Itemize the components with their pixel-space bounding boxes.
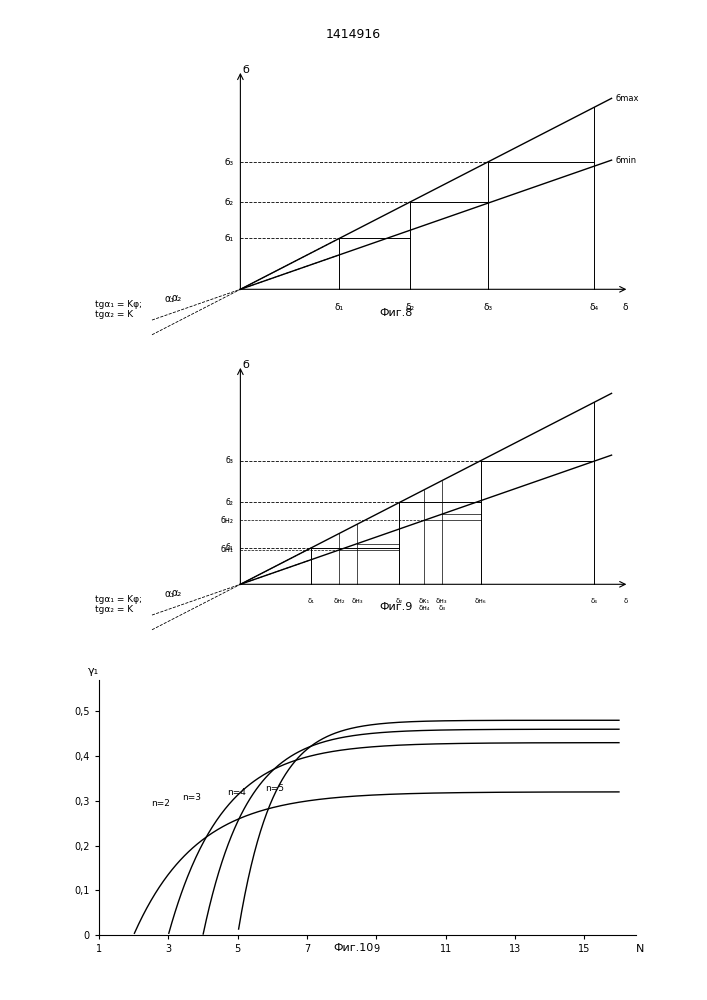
Text: δ₄: δ₄ xyxy=(590,303,598,312)
Text: α₁: α₁ xyxy=(165,589,175,599)
Text: γ₁: γ₁ xyxy=(88,666,99,676)
Text: б₁: б₁ xyxy=(226,543,233,552)
Text: бmin: бmin xyxy=(615,156,636,165)
Text: δн₃: δн₃ xyxy=(351,598,363,604)
Text: n=2: n=2 xyxy=(151,798,170,808)
Text: Фиг.8: Фиг.8 xyxy=(379,308,413,318)
Text: б: б xyxy=(243,360,249,370)
Text: α₂: α₂ xyxy=(172,588,182,598)
Text: δк₁
δн₄: δк₁ δн₄ xyxy=(419,598,430,611)
Text: бн₂: бн₂ xyxy=(221,516,233,525)
Text: α₂: α₂ xyxy=(172,293,182,303)
Text: δ₁: δ₁ xyxy=(335,303,344,312)
Text: б: б xyxy=(243,65,249,75)
Text: Фиг.9: Фиг.9 xyxy=(379,602,413,612)
Text: б₁: б₁ xyxy=(224,234,233,243)
Text: δ: δ xyxy=(624,598,628,604)
Text: δ₂: δ₂ xyxy=(406,303,414,312)
Text: бmax: бmax xyxy=(615,94,638,103)
Text: tgα₁ = Kφ;
tgα₂ = K: tgα₁ = Kφ; tgα₂ = K xyxy=(95,595,142,614)
Text: б₂: б₂ xyxy=(226,498,233,507)
Text: n=5: n=5 xyxy=(265,784,284,793)
Text: N: N xyxy=(636,944,644,954)
Text: δ₂: δ₂ xyxy=(396,598,403,604)
Text: б₃: б₃ xyxy=(224,158,233,167)
Text: δ₁: δ₁ xyxy=(308,598,315,604)
Text: Фиг.10: Фиг.10 xyxy=(334,943,373,953)
Text: бн₁: бн₁ xyxy=(221,545,233,554)
Text: δ₄: δ₄ xyxy=(590,598,597,604)
Text: δн₃
δ₃: δн₃ δ₃ xyxy=(436,598,448,611)
Text: tgα₁ = Kφ;
tgα₂ = K: tgα₁ = Kφ; tgα₂ = K xyxy=(95,300,142,319)
Text: б₂: б₂ xyxy=(224,198,233,207)
Text: α₁: α₁ xyxy=(165,294,175,304)
Text: δн₂: δн₂ xyxy=(334,598,345,604)
Text: δ₃: δ₃ xyxy=(484,303,492,312)
Text: δ: δ xyxy=(623,303,629,312)
Text: б₃: б₃ xyxy=(226,456,233,465)
Text: n=4: n=4 xyxy=(227,788,246,797)
Text: 1414916: 1414916 xyxy=(326,28,381,41)
Text: δн₆: δн₆ xyxy=(475,598,486,604)
Text: n=3: n=3 xyxy=(182,793,201,802)
